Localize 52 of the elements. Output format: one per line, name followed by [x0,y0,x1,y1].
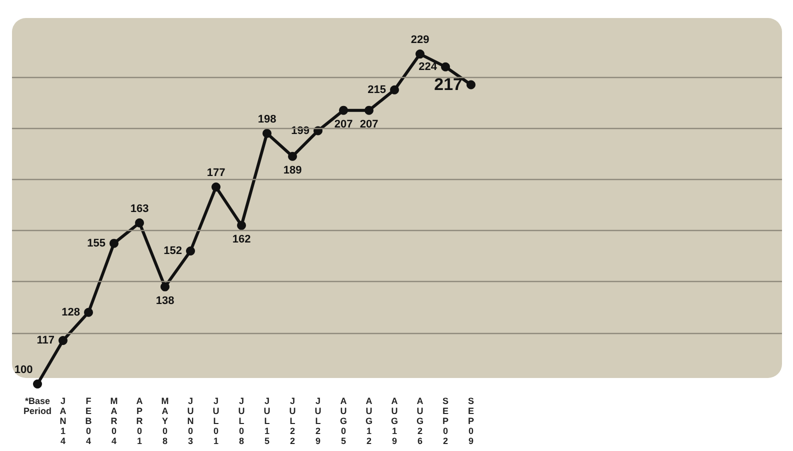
data-label: 117 [36,334,54,347]
point [364,106,374,115]
data-label: 207 [334,118,353,130]
x-tick-label: SEP09 [468,396,474,446]
x-tick-label: *Base Period [23,396,52,416]
point [262,128,272,138]
x-tick-label: SEP02 [442,396,449,446]
x-tick-label: AUG12 [365,396,373,446]
data-label: 217 [434,75,462,94]
data-label: 100 [14,364,33,376]
point [416,50,424,59]
x-tick-label: JUL08 [238,396,245,446]
point [186,246,195,256]
data-label: 207 [360,118,378,130]
data-label: 138 [156,294,174,307]
x-tick-label: JUN03 [187,396,194,446]
data-label: 162 [232,233,251,246]
point [288,152,297,161]
point [212,182,220,192]
data-label: 128 [62,306,80,318]
data-label: 215 [368,84,386,96]
point [160,282,170,292]
x-tick-label: AUG26 [416,396,424,446]
point [441,62,450,72]
x-tick-label: APR01 [136,396,144,446]
x-tick-label: AUG05 [340,396,348,446]
data-label: 177 [206,167,226,180]
data-label: 224 [418,60,438,73]
x-tick-label: JUL22 [289,396,296,446]
x-tick-label: JUL01 [212,396,220,446]
x-tick-label: JUL15 [264,396,270,446]
point [390,85,399,94]
point [84,308,93,317]
data-label: 152 [164,244,182,257]
data-label: 155 [87,237,106,250]
data-label: 189 [283,164,302,176]
point [466,80,476,90]
x-tick-label: AUG19 [390,396,398,446]
data-label: 229 [410,34,430,46]
point [110,238,118,248]
x-tick-label: MAR04 [110,396,118,446]
x-tick-label: FEB04 [85,396,92,446]
point [135,218,144,228]
data-label: 163 [130,202,149,215]
point [33,380,42,388]
data-label: 198 [258,113,276,126]
point [237,220,246,230]
x-tick-label: MAY08 [161,396,169,446]
point [58,336,68,346]
x-tick-label: JAN14 [60,396,67,446]
point [339,106,348,115]
x-tick-label: JUL29 [314,396,322,446]
